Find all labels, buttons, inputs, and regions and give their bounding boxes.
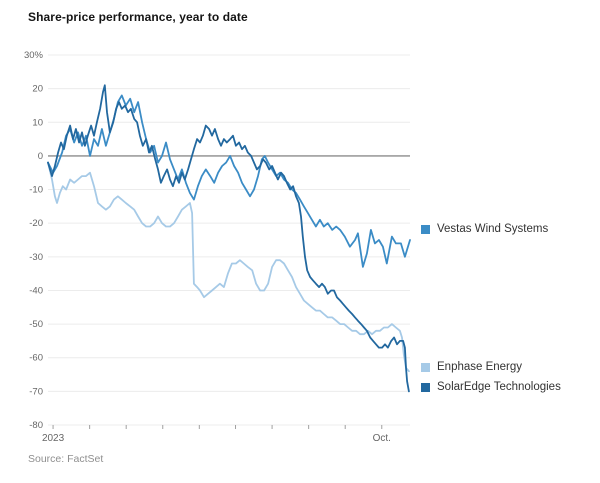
- series-line-solaredge-technologies: [47, 84, 410, 393]
- series-line-enphase-energy: [47, 161, 410, 373]
- series-line-vestas-wind-systems: [47, 94, 411, 268]
- y-axis-tick-label: -60: [29, 353, 43, 364]
- y-axis-tick-label: 30%: [24, 50, 44, 61]
- x-axis-tick-label: 2023: [42, 433, 65, 444]
- y-axis-tick-label: -20: [29, 218, 43, 229]
- legend-swatch-vestas: [421, 224, 430, 234]
- y-axis-tick-label: -80: [29, 420, 43, 431]
- legend-swatch-enphase: [421, 362, 430, 372]
- y-axis-tick-label: 0: [38, 151, 43, 162]
- x-axis-tick-label: Oct.: [373, 433, 391, 444]
- legend-swatch-solaredge: [421, 382, 430, 392]
- legend-solaredge: SolarEdge Technologies: [421, 381, 561, 393]
- y-axis-tick-label: -70: [29, 386, 43, 397]
- legend-label-enphase: Enphase Energy: [437, 361, 523, 373]
- legend-vestas: Vestas Wind Systems: [421, 223, 548, 235]
- y-axis-tick-label: -10: [29, 185, 43, 196]
- legend-label-vestas: Vestas Wind Systems: [437, 223, 549, 235]
- source-credit: Source: FactSet: [28, 453, 104, 465]
- y-axis-tick-label: -30: [29, 252, 43, 263]
- legend-label-solaredge: SolarEdge Technologies: [437, 381, 561, 393]
- legend-enphase: Enphase Energy: [421, 361, 522, 373]
- y-axis-tick-label: 10: [32, 117, 43, 128]
- y-axis-tick-label: -40: [29, 285, 43, 296]
- chart-title: Share-price performance, year to date: [28, 10, 248, 24]
- y-axis-tick-label: 20: [32, 84, 43, 95]
- y-axis-tick-label: -50: [29, 319, 43, 330]
